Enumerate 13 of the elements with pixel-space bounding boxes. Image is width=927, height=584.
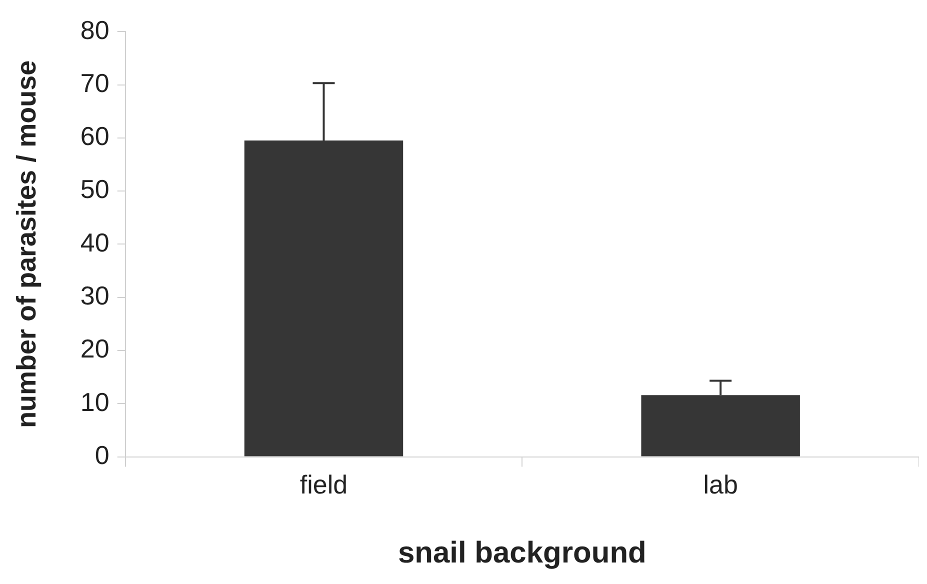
- x-axis-title: snail background: [398, 536, 646, 570]
- y-axis-title: number of parasites / mouse: [12, 60, 42, 428]
- y-tick-label: 50: [80, 174, 110, 204]
- y-tick-label: 10: [80, 386, 110, 417]
- y-tick-label: 60: [80, 121, 110, 152]
- y-tick-label: 0: [94, 440, 110, 470]
- x-tick-label: field: [300, 470, 348, 500]
- y-tick-label: 30: [80, 280, 110, 311]
- y-tick-label: 40: [80, 227, 110, 258]
- x-tick-label: lab: [703, 470, 738, 500]
- y-tick-label: 80: [80, 14, 110, 45]
- y-tick-label: 20: [80, 334, 110, 364]
- y-tick-label: 70: [80, 68, 110, 98]
